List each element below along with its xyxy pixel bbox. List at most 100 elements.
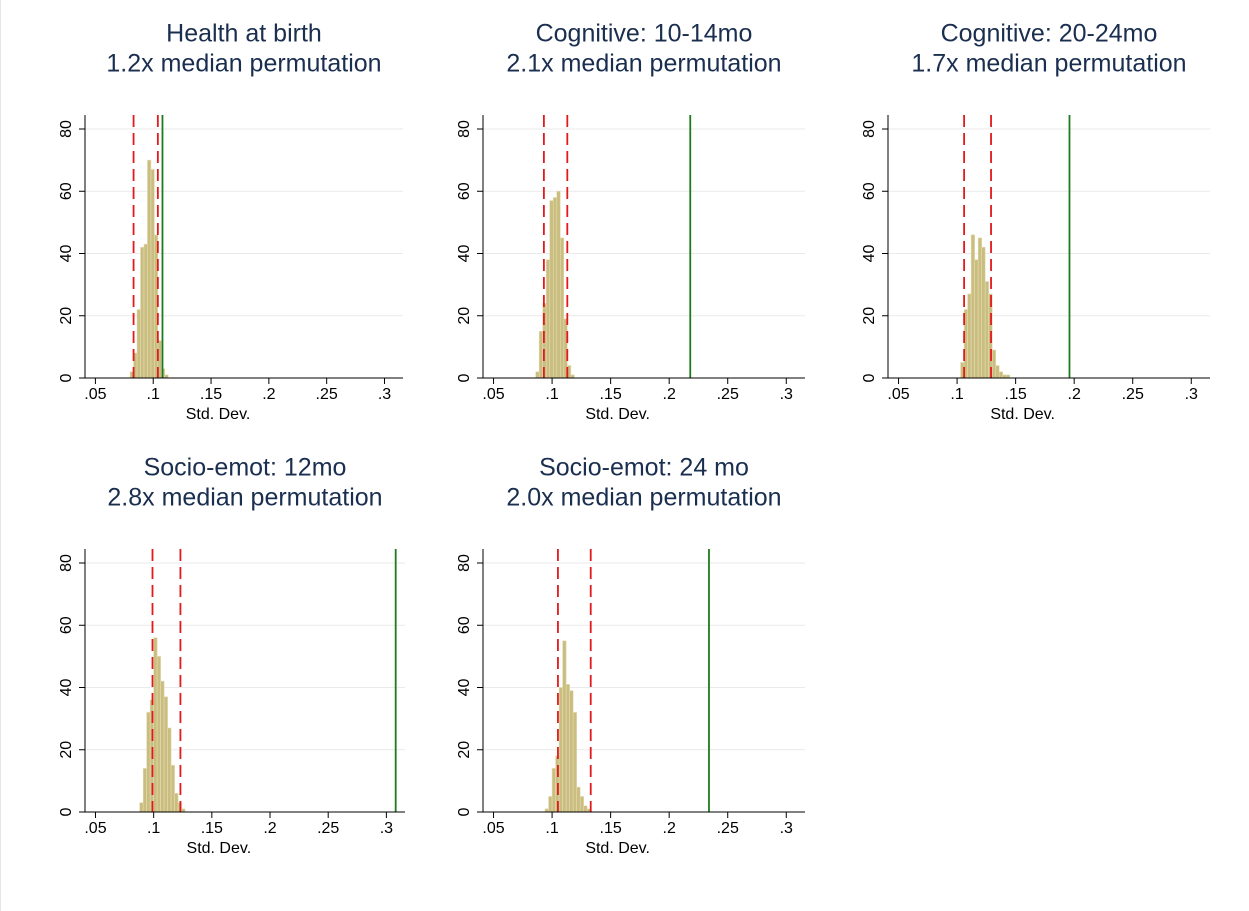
chart-title: Cognitive: 20-24mo — [941, 20, 1158, 48]
chart-subtitle: 1.2x median permutation — [106, 50, 381, 78]
x-tick-label: .25 — [717, 386, 739, 403]
y-tick-label: 20 — [456, 307, 473, 325]
chart-subtitle: 2.8x median permutation — [107, 484, 382, 512]
y-tick-label: 40 — [58, 245, 75, 263]
y-tick-label: 0 — [58, 373, 75, 382]
y-tick-label: 0 — [456, 373, 473, 382]
histogram-bar — [562, 640, 567, 813]
histogram-bar — [565, 684, 570, 813]
x-tick-label: .05 — [482, 820, 504, 837]
x-tick-label: .05 — [482, 386, 504, 403]
histogram-bar — [153, 637, 158, 813]
histogram-bar — [981, 246, 986, 379]
y-tick-label: 40 — [861, 245, 878, 263]
histogram-bar — [556, 190, 561, 379]
histogram-bar — [583, 805, 588, 813]
x-tick-label: .1 — [545, 386, 558, 403]
x-tick-label: .05 — [84, 386, 106, 403]
y-tick-label: 40 — [58, 679, 75, 697]
x-tick-label: .25 — [717, 820, 739, 837]
x-tick-label: .25 — [317, 820, 339, 837]
y-tick-label: 80 — [861, 120, 878, 138]
chart-title: Socio-emot: 24 mo — [539, 454, 749, 482]
x-tick-label: .15 — [600, 386, 622, 403]
x-tick-label: .25 — [316, 386, 338, 403]
chart-title: Socio-emot: 12mo — [144, 454, 347, 482]
x-tick-label: .05 — [84, 820, 106, 837]
x-tick-label: .2 — [1068, 386, 1081, 403]
chart-subtitle: 2.1x median permutation — [506, 50, 781, 78]
histogram-bar — [139, 802, 144, 813]
y-tick-label: 0 — [456, 807, 473, 816]
x-tick-label: .15 — [201, 820, 223, 837]
x-axis-label: Std. Dev. — [186, 406, 251, 423]
y-tick-label: 60 — [456, 616, 473, 634]
y-tick-label: 20 — [58, 741, 75, 759]
chart-title: Health at birth — [166, 20, 322, 48]
y-tick-label: 60 — [861, 182, 878, 200]
histogram-bar — [967, 293, 972, 379]
panel: Socio-emot: 24 mo2.0x median permutation… — [456, 454, 805, 857]
y-tick-label: 80 — [456, 554, 473, 572]
x-tick-label: .2 — [663, 386, 676, 403]
histogram-bar — [977, 237, 982, 379]
histogram-bar — [147, 159, 152, 379]
histogram-bar — [551, 768, 556, 813]
x-axis-label: Std. Dev. — [585, 406, 650, 423]
x-axis-label: Std. Dev. — [187, 840, 252, 857]
x-axis-label: Std. Dev. — [990, 406, 1055, 423]
histogram-bar — [569, 690, 574, 813]
histogram-bar — [143, 243, 148, 379]
histogram-bar — [970, 234, 975, 379]
y-tick-label: 0 — [58, 807, 75, 816]
histogram-bar — [576, 786, 581, 813]
x-tick-label: .15 — [600, 820, 622, 837]
x-tick-label: .3 — [1185, 386, 1198, 403]
x-tick-label: .15 — [200, 386, 222, 403]
histogram-bar — [136, 309, 141, 379]
chart-title: Cognitive: 10-14mo — [536, 20, 753, 48]
x-tick-label: .1 — [950, 386, 963, 403]
histogram-bar — [558, 687, 563, 813]
histogram-bar — [150, 169, 155, 379]
x-tick-label: .15 — [1005, 386, 1027, 403]
y-tick-label: 60 — [456, 182, 473, 200]
histogram-bar — [160, 680, 165, 813]
histogram-bar — [552, 197, 558, 379]
histogram-bar — [156, 656, 161, 813]
x-tick-label: .1 — [545, 820, 558, 837]
x-tick-label: .1 — [147, 386, 160, 403]
y-tick-label: 40 — [456, 679, 473, 697]
x-tick-label: .2 — [663, 820, 676, 837]
histogram-bar — [535, 371, 540, 379]
x-tick-label: .3 — [380, 820, 393, 837]
x-tick-label: .25 — [1122, 386, 1144, 403]
x-tick-label: .2 — [263, 820, 276, 837]
y-tick-label: 40 — [456, 245, 473, 263]
histogram-bar — [545, 259, 551, 379]
x-tick-label: .3 — [780, 386, 793, 403]
histogram-bar — [163, 696, 168, 813]
histogram-bar — [991, 349, 997, 379]
histogram-bar — [142, 768, 147, 813]
histogram-bar — [559, 237, 565, 379]
x-tick-label: .1 — [147, 820, 160, 837]
histogram-bar — [974, 259, 979, 379]
chart-subtitle: 2.0x median permutation — [506, 484, 781, 512]
histogram-bar — [538, 331, 544, 379]
x-axis-label: Std. Dev. — [585, 840, 650, 857]
y-tick-label: 20 — [861, 307, 878, 325]
histogram-bar — [170, 765, 175, 813]
histogram-bar — [549, 200, 554, 379]
x-tick-label: .05 — [887, 386, 909, 403]
y-tick-label: 80 — [58, 120, 75, 138]
y-tick-label: 0 — [861, 373, 878, 382]
histogram-bar — [995, 365, 1000, 379]
y-tick-label: 80 — [456, 120, 473, 138]
